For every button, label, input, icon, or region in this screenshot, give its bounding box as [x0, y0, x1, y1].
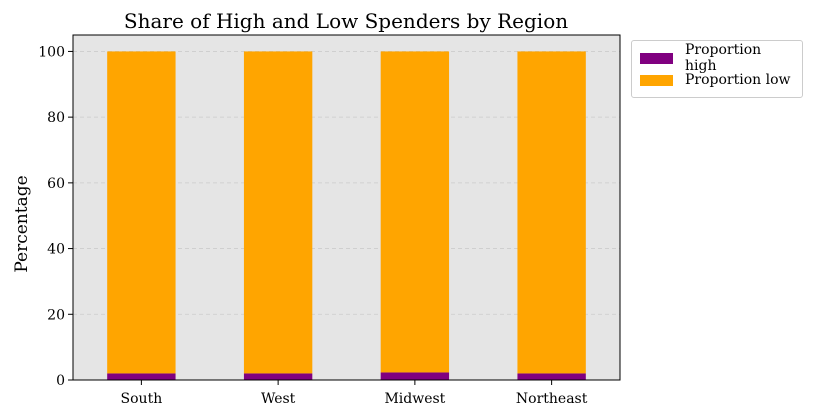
y-axis-label: Percentage: [12, 175, 32, 272]
y-tick-label: 40: [47, 242, 65, 258]
legend-label-high: Proportion high: [685, 42, 762, 74]
bar-low-midwest: [380, 51, 450, 373]
bar-low-northeast: [517, 51, 586, 374]
plot-frame: [72, 34, 621, 381]
bar-high-west: [243, 373, 313, 380]
chart-title: Share of High and Low Spenders by Region: [124, 9, 568, 33]
y-tick-label: 100: [38, 44, 65, 60]
x-tick-label: West: [261, 391, 296, 407]
x-tick-label: Midwest: [384, 391, 445, 407]
y-tick-label: 20: [47, 307, 65, 323]
legend-item-high: Proportion high: [640, 42, 794, 74]
y-tick-label: 60: [47, 176, 65, 192]
x-axis: South West Midwest Northeast: [121, 380, 588, 407]
x-tick-label: South: [121, 391, 163, 407]
legend-label-low: Proportion low: [685, 72, 791, 88]
bar-low-south: [107, 51, 176, 374]
x-tick-label: Northeast: [516, 391, 588, 407]
y-tick-label: 80: [47, 110, 65, 126]
legend: Proportion high Proportion low: [631, 40, 803, 98]
bar-high-south: [107, 373, 176, 380]
y-tick-label: 0: [56, 373, 65, 389]
bar-low-west: [243, 51, 313, 374]
bars: [107, 51, 586, 380]
bar-high-midwest: [380, 372, 450, 380]
bar-high-northeast: [517, 373, 586, 380]
y-axis: 0 20 40 60 80 100: [38, 44, 73, 389]
legend-swatch-low: [640, 74, 673, 86]
legend-item-low: Proportion low: [640, 69, 794, 91]
legend-swatch-high: [640, 52, 673, 64]
